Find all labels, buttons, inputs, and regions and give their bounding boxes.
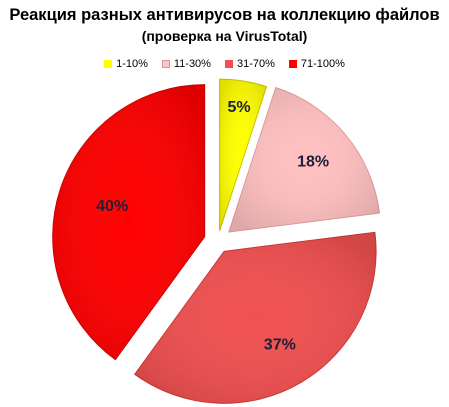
legend-swatch-1 — [104, 60, 113, 68]
pie-data-label-31-70%: 37% — [264, 337, 296, 354]
pie-data-label-71-100%: 40% — [96, 198, 128, 215]
legend-item-2: 11-30% — [161, 58, 211, 70]
chart-legend: 1-10% 11-30% 31-70% 71-100% — [0, 58, 449, 70]
legend-item-4: 71-100% — [288, 58, 345, 70]
legend-swatch-2 — [161, 60, 170, 68]
legend-label-1: 1-10% — [116, 58, 148, 70]
legend-item-3: 31-70% — [224, 58, 275, 70]
legend-label-3: 31-70% — [236, 58, 275, 70]
chart-title: Реакция разных антивирусов на коллекцию … — [9, 6, 440, 24]
legend-swatch-4 — [288, 60, 297, 68]
pie-slice-shade-11-30% — [228, 87, 380, 233]
legend-item-1: 1-10% — [104, 58, 148, 70]
legend-label-2: 11-30% — [173, 58, 211, 70]
pie-slice-shade-71-100% — [52, 84, 205, 360]
pie-slice-shade-31-70% — [134, 232, 377, 404]
chart-subtitle: (проверка на VirusTotal) — [141, 28, 308, 44]
pie-data-label-1-10%: 5% — [227, 99, 250, 116]
legend-label-4: 71-100% — [300, 58, 345, 70]
legend-swatch-3 — [224, 60, 233, 68]
pie-slice-shade-1-10% — [219, 79, 267, 232]
pie-data-label-11-30%: 18% — [297, 154, 329, 171]
